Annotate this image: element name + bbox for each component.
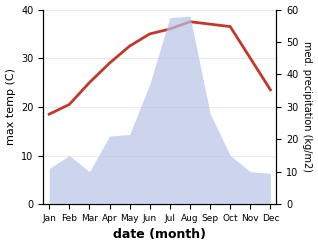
Y-axis label: med. precipitation (kg/m2): med. precipitation (kg/m2) — [302, 41, 313, 172]
X-axis label: date (month): date (month) — [113, 228, 206, 242]
Y-axis label: max temp (C): max temp (C) — [5, 68, 16, 145]
